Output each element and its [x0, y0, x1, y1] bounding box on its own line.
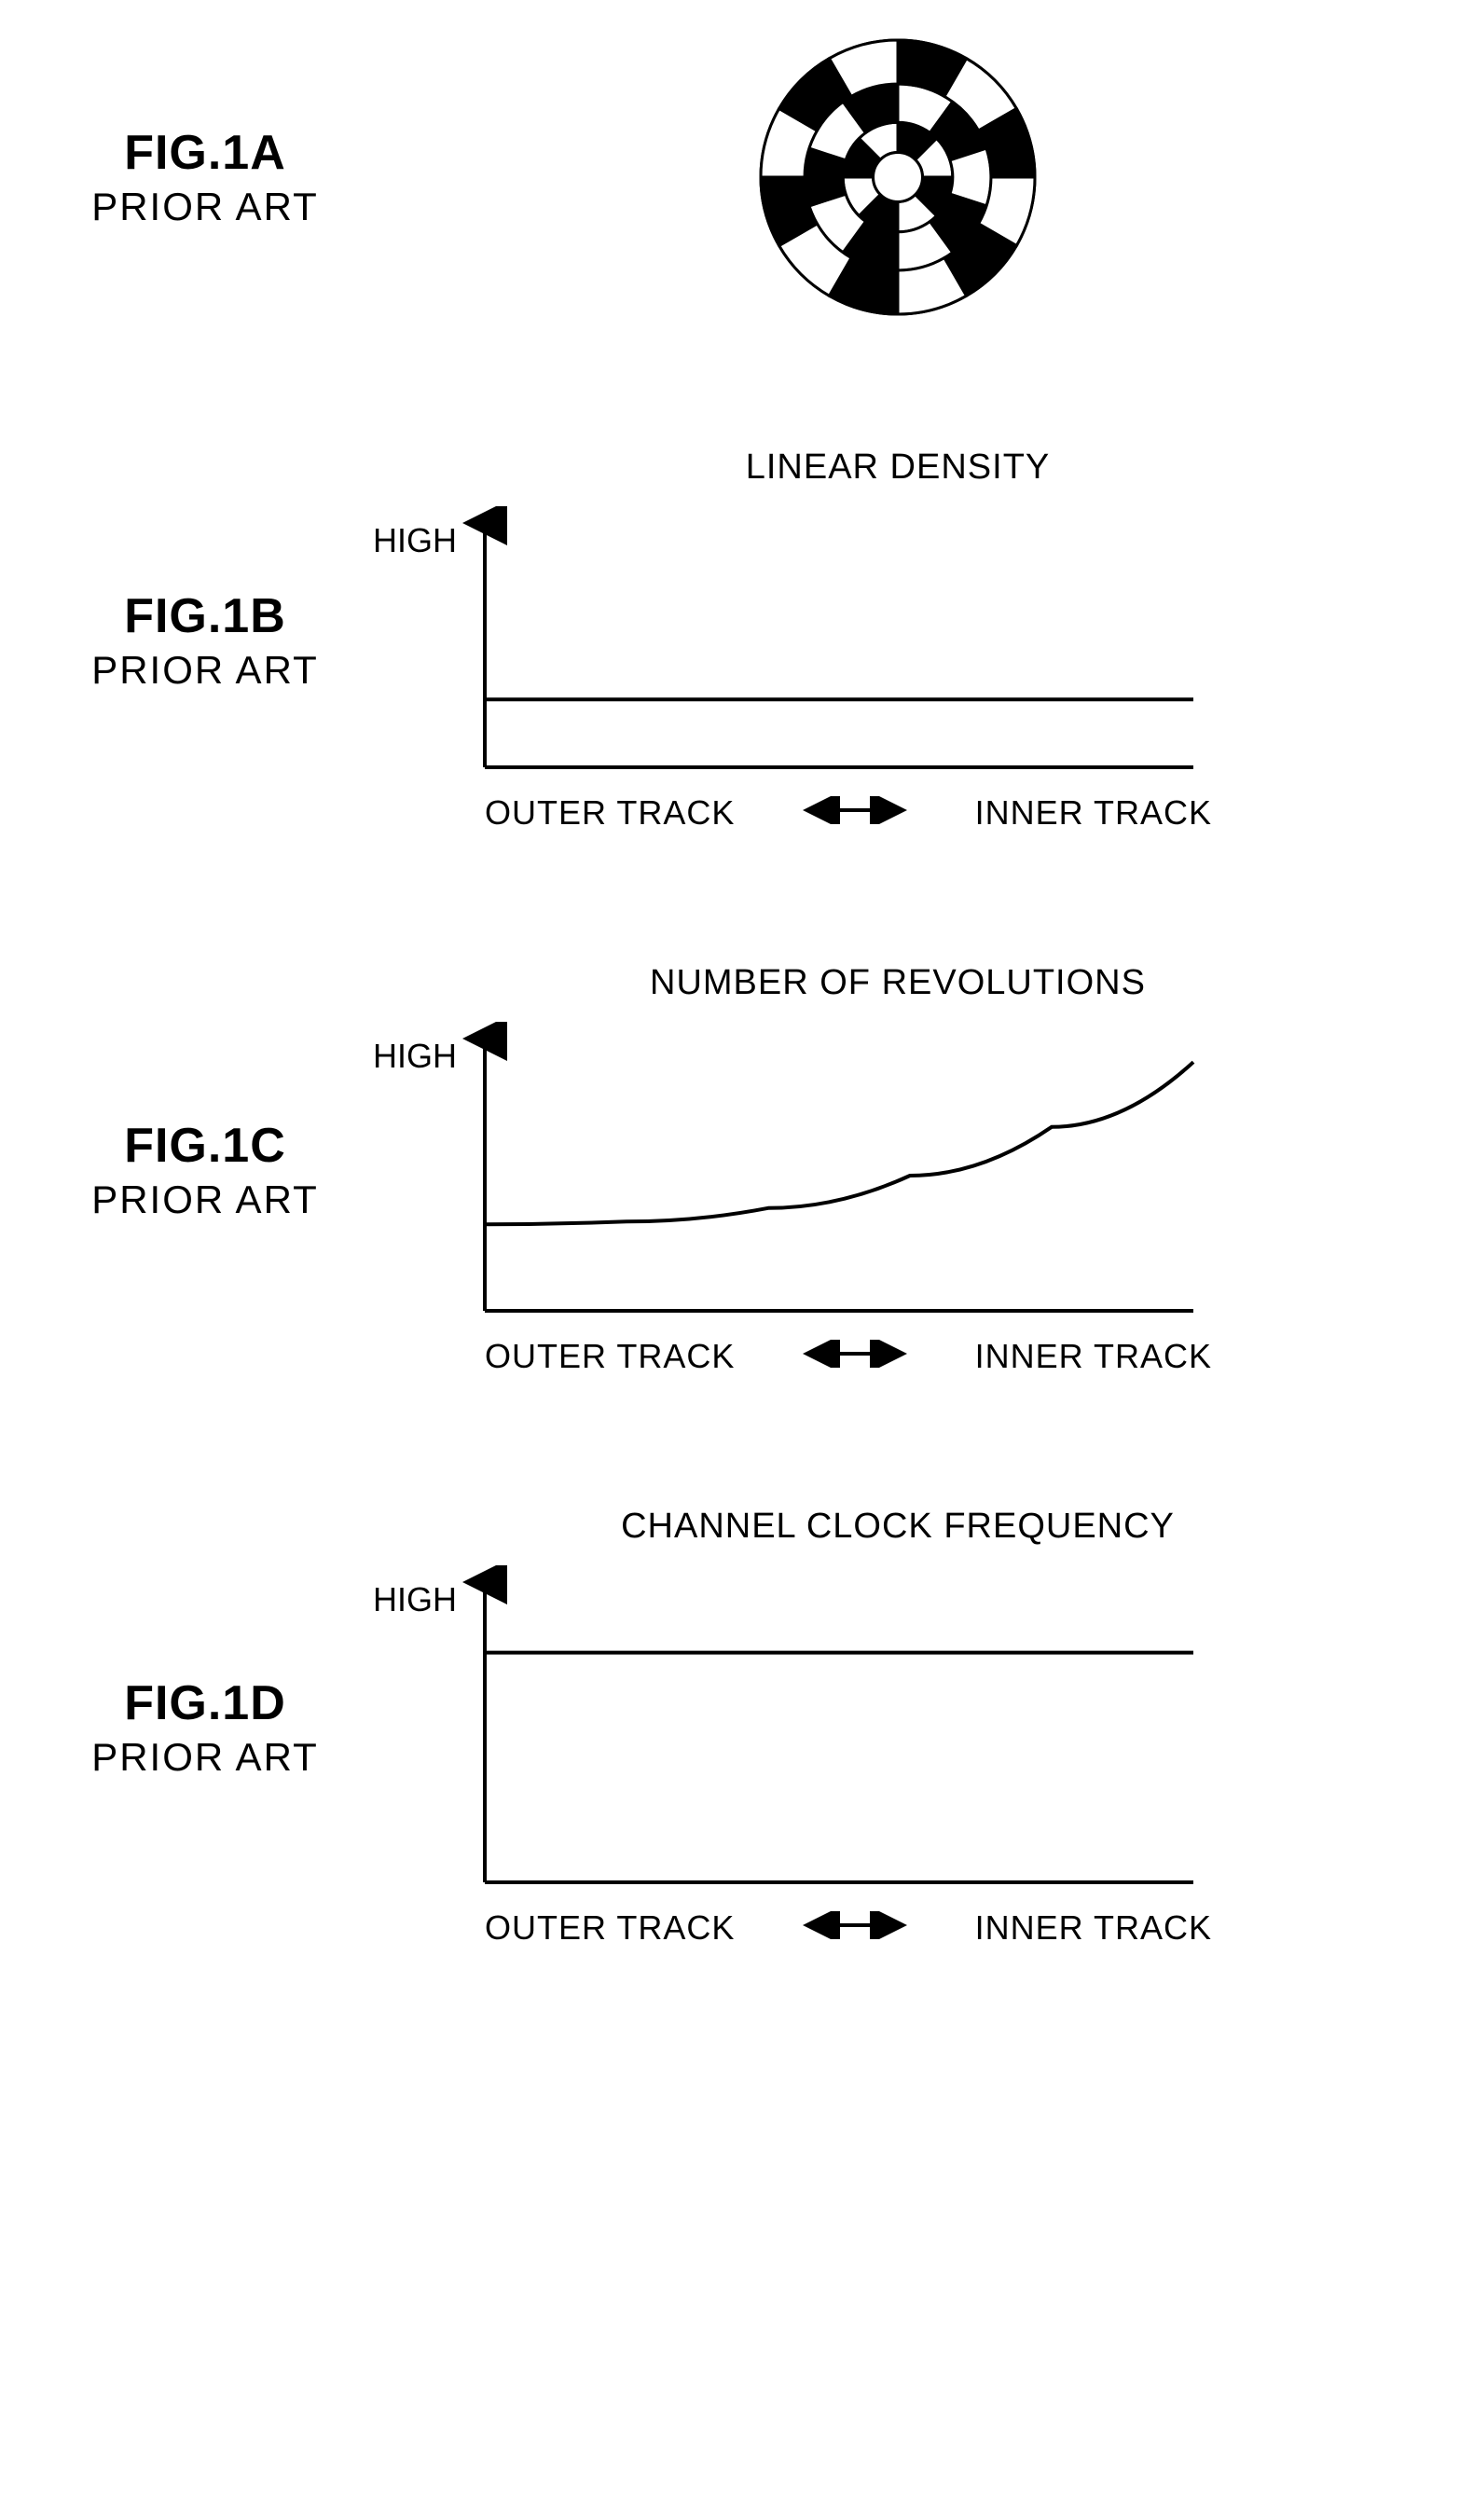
fig-1a-label: FIG.1A PRIOR ART	[37, 125, 373, 229]
fig-1d-title: FIG.1D	[37, 1675, 373, 1731]
chart-d-xleft: OUTER TRACK	[485, 1908, 735, 1948]
fig-1c-row: FIG.1C PRIOR ART NUMBER OF REVOLUTIONS H…	[37, 963, 1423, 1376]
fig-1b-title: FIG.1B	[37, 588, 373, 644]
chart-b-xaxis: OUTER TRACK INNER TRACK	[475, 793, 1221, 833]
chart-d-title: CHANNEL CLOCK FREQUENCY	[373, 1507, 1423, 1547]
disc-container	[373, 37, 1423, 317]
chart-d-xaxis: OUTER TRACK INNER TRACK	[475, 1908, 1221, 1948]
chart-c-xleft: OUTER TRACK	[485, 1337, 735, 1376]
fig-1a-title: FIG.1A	[37, 125, 373, 181]
chart-d-xright: INNER TRACK	[975, 1908, 1212, 1948]
double-arrow-icon	[799, 1908, 911, 1948]
fig-1d-row: FIG.1D PRIOR ART CHANNEL CLOCK FREQUENCY…	[37, 1507, 1423, 1948]
disc-graphic	[758, 37, 1038, 317]
chart-b-ylabel: HIGH	[373, 521, 457, 560]
chart-c-svg	[373, 1022, 1212, 1329]
chart-d-area: CHANNEL CLOCK FREQUENCY HIGH OUTER TRACK…	[373, 1507, 1423, 1948]
fig-1c-title: FIG.1C	[37, 1118, 373, 1174]
chart-c-title: NUMBER OF REVOLUTIONS	[373, 963, 1423, 1003]
chart-d-svg	[373, 1565, 1212, 1901]
chart-b-area: LINEAR DENSITY HIGH OUTER TRACK INNER TR…	[373, 448, 1423, 833]
chart-d-ylabel: HIGH	[373, 1580, 457, 1619]
fig-1c-label: FIG.1C PRIOR ART	[37, 1118, 373, 1222]
chart-c-xright: INNER TRACK	[975, 1337, 1212, 1376]
fig-1b-row: FIG.1B PRIOR ART LINEAR DENSITY HIGH OUT…	[37, 448, 1423, 833]
fig-1b-label: FIG.1B PRIOR ART	[37, 588, 373, 693]
fig-1a-row: FIG.1A PRIOR ART	[37, 37, 1423, 317]
fig-1a-sub: PRIOR ART	[37, 185, 373, 229]
chart-c-ylabel: HIGH	[373, 1037, 457, 1076]
fig-1d-sub: PRIOR ART	[37, 1735, 373, 1780]
chart-b-title: LINEAR DENSITY	[373, 448, 1423, 488]
chart-c-xaxis: OUTER TRACK INNER TRACK	[475, 1337, 1221, 1376]
fig-1c-sub: PRIOR ART	[37, 1177, 373, 1222]
chart-b-xright: INNER TRACK	[975, 793, 1212, 833]
fig-1b-sub: PRIOR ART	[37, 648, 373, 693]
chart-c-area: NUMBER OF REVOLUTIONS HIGH OUTER TRACK I…	[373, 963, 1423, 1376]
chart-b-xleft: OUTER TRACK	[485, 793, 735, 833]
fig-1d-label: FIG.1D PRIOR ART	[37, 1675, 373, 1780]
double-arrow-icon	[799, 793, 911, 833]
chart-b-svg	[373, 506, 1212, 786]
double-arrow-icon	[799, 1337, 911, 1376]
